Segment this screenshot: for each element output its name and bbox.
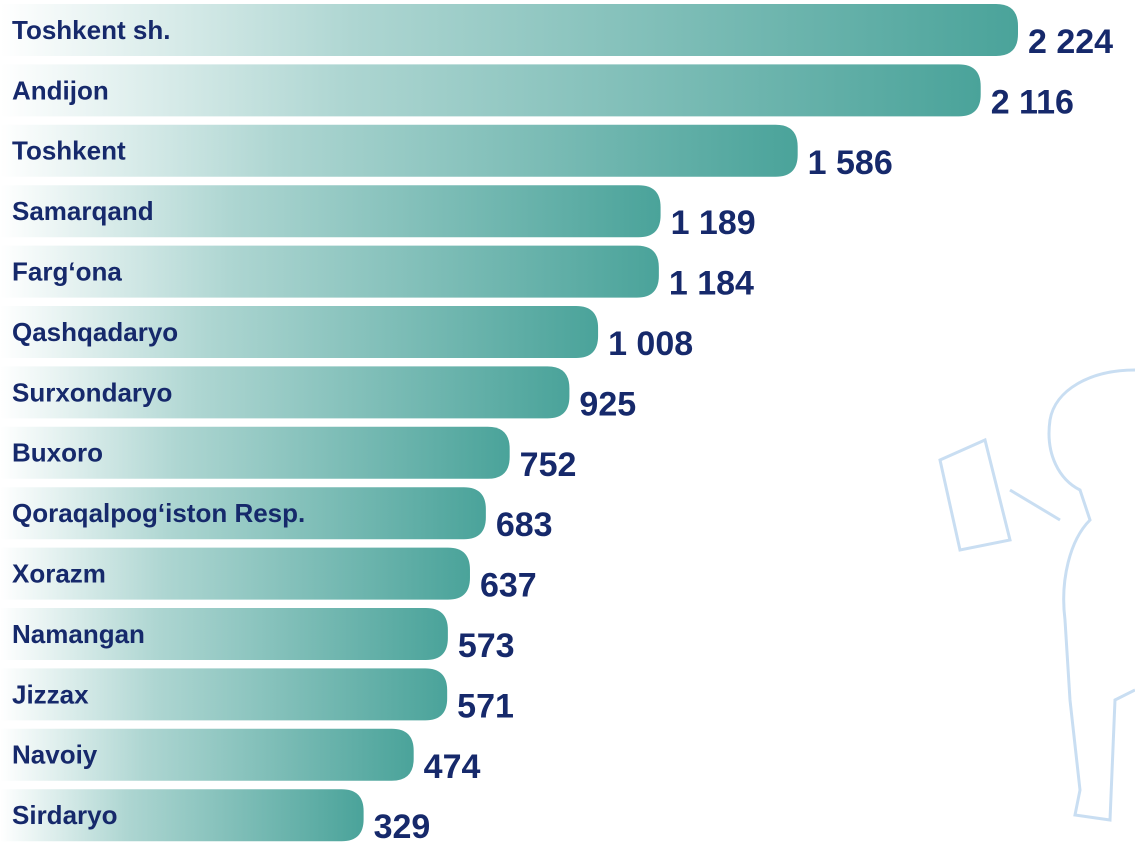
- bar: [0, 366, 570, 419]
- bar: [0, 124, 798, 177]
- value-label: 2 116: [991, 83, 1074, 121]
- value-label: 571: [457, 687, 514, 725]
- value-label: 1 008: [608, 325, 693, 363]
- value-label: 925: [579, 385, 636, 423]
- value-label: 752: [520, 446, 577, 484]
- bar: [0, 728, 414, 781]
- bar: [0, 306, 599, 358]
- category-label: Jizzax: [12, 679, 89, 709]
- value-label: 637: [480, 567, 537, 605]
- category-label: Farg‘ona: [12, 256, 122, 286]
- category-label: Sirdaryo: [12, 800, 118, 830]
- value-label: 2 224: [1028, 23, 1113, 61]
- category-label: Samarqand: [12, 196, 154, 226]
- value-label: 1 586: [808, 144, 893, 182]
- bar: [0, 668, 448, 721]
- value-label: 683: [496, 506, 553, 544]
- category-label: Namangan: [12, 619, 145, 649]
- category-label: Toshkent sh.: [12, 15, 170, 45]
- category-label: Navoiy: [12, 740, 98, 770]
- value-label: 1 189: [671, 204, 756, 242]
- category-label: Andijon: [12, 75, 109, 105]
- bar: [0, 608, 448, 660]
- category-label: Surxondaryo: [12, 377, 172, 407]
- decoration: [938, 368, 1135, 822]
- bar: [0, 487, 486, 540]
- bar: [0, 426, 510, 479]
- bar: [0, 547, 470, 600]
- category-label: Buxoro: [12, 438, 103, 468]
- value-label: 474: [424, 748, 481, 786]
- category-label: Xorazm: [12, 558, 106, 588]
- value-label: 573: [458, 627, 515, 665]
- bar: [0, 245, 659, 298]
- category-label: Qashqadaryo: [12, 317, 178, 347]
- value-label: 329: [374, 808, 431, 846]
- category-label: Qoraqalpog‘iston Resp.: [12, 498, 305, 528]
- bar: [0, 789, 364, 842]
- value-label: 1 184: [669, 265, 754, 303]
- bar: [0, 4, 1018, 56]
- bar: [0, 64, 981, 117]
- bar: [0, 185, 661, 238]
- category-label: Toshkent: [12, 136, 126, 166]
